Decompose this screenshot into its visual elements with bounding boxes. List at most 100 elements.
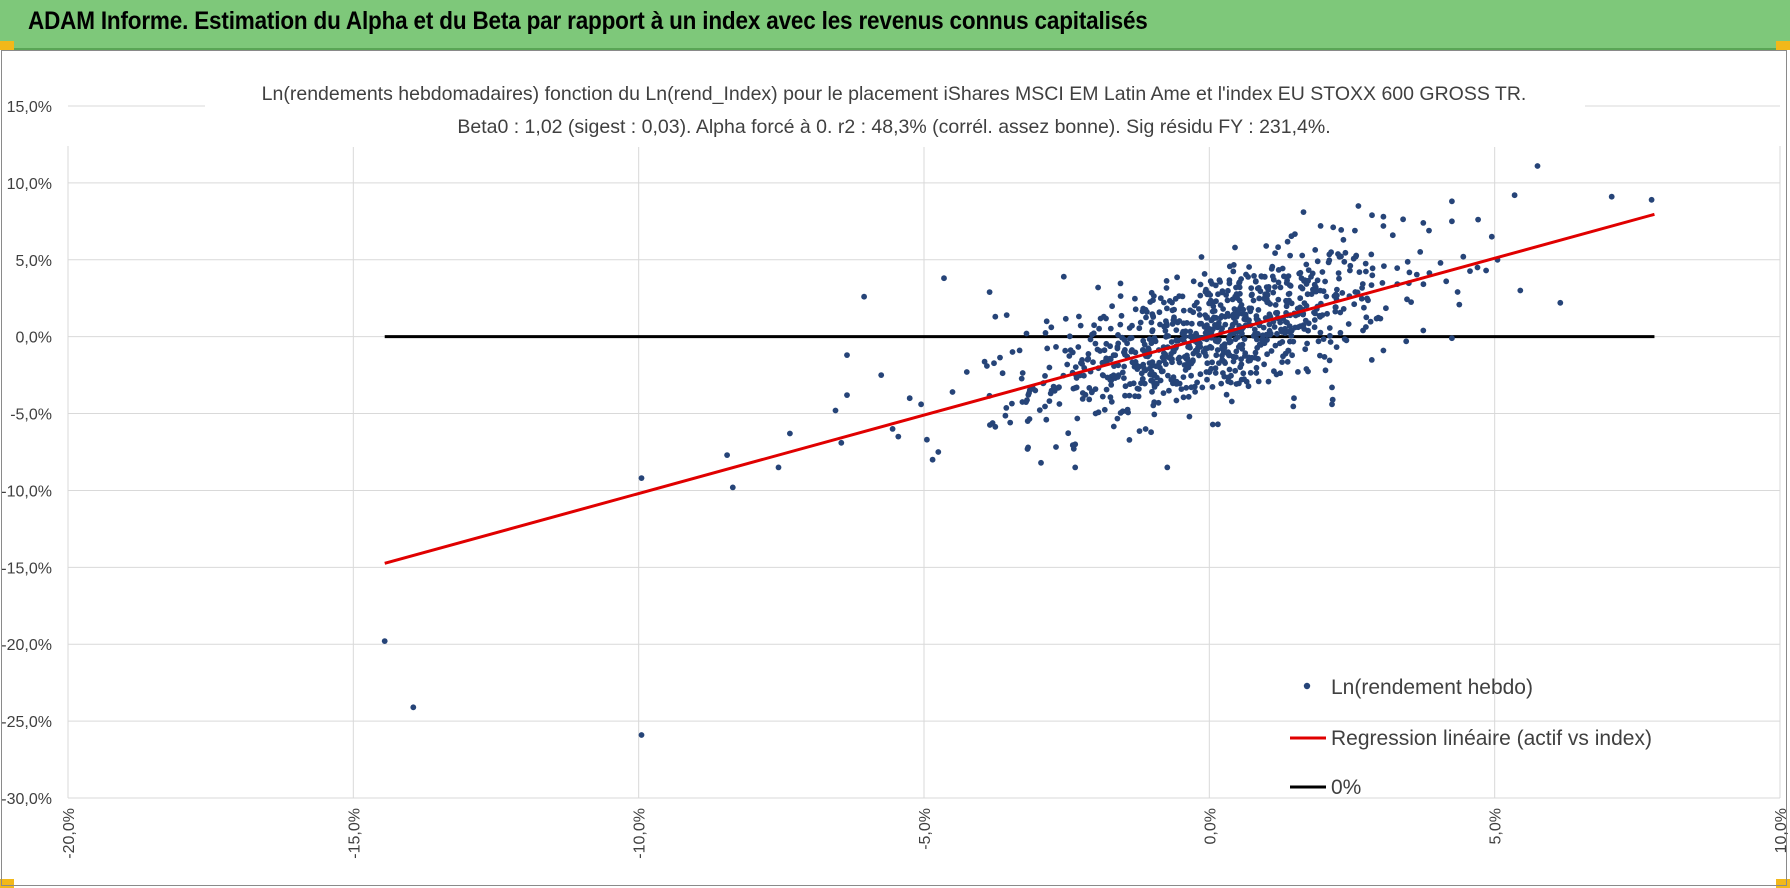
data-point	[1317, 352, 1323, 359]
data-point	[1173, 337, 1180, 344]
data-point	[1413, 271, 1420, 278]
data-point	[1132, 295, 1138, 302]
data-point	[1107, 394, 1114, 401]
corner-marker-top-right	[1776, 41, 1790, 50]
data-point	[1156, 309, 1163, 316]
data-point	[1019, 399, 1026, 405]
data-point	[1089, 331, 1095, 338]
data-point	[1187, 344, 1193, 351]
data-point	[1157, 295, 1164, 302]
data-point	[1368, 251, 1375, 258]
data-point	[1208, 344, 1215, 351]
data-point	[1420, 327, 1427, 334]
data-point	[1341, 258, 1348, 265]
data-point	[1024, 446, 1031, 452]
data-point	[1066, 333, 1073, 340]
data-point	[1326, 325, 1333, 331]
data-point	[1265, 378, 1272, 385]
data-point	[1197, 371, 1204, 378]
data-point	[1099, 372, 1106, 378]
data-point	[1275, 296, 1282, 303]
data-point	[924, 436, 930, 443]
data-point	[1339, 290, 1346, 296]
data-point	[1215, 322, 1222, 329]
data-point	[638, 732, 645, 738]
data-point	[1096, 325, 1102, 332]
data-point	[1326, 257, 1333, 264]
data-point	[1117, 410, 1124, 416]
data-point	[1227, 338, 1234, 345]
data-point	[729, 484, 736, 491]
data-point	[1175, 356, 1182, 362]
data-point	[1187, 307, 1194, 314]
data-point	[1277, 284, 1284, 291]
data-point	[1255, 285, 1262, 291]
data-point	[1511, 192, 1518, 199]
data-point	[1284, 319, 1290, 326]
data-point	[1322, 278, 1328, 285]
data-point	[1312, 247, 1319, 253]
data-point	[1305, 277, 1311, 284]
data-point	[1186, 413, 1193, 420]
data-point	[1198, 254, 1205, 260]
data-point	[1188, 320, 1195, 327]
data-point	[1150, 378, 1156, 385]
data-point	[1170, 317, 1177, 323]
data-point	[1246, 264, 1252, 270]
data-point	[1142, 426, 1149, 432]
data-point	[1261, 273, 1268, 280]
data-point	[1094, 346, 1101, 353]
data-point	[1062, 315, 1069, 322]
data-point	[1369, 212, 1375, 219]
corner-marker-bottom-left	[0, 879, 14, 888]
data-point	[1042, 330, 1049, 336]
data-point	[1362, 260, 1369, 267]
data-point	[1129, 322, 1135, 329]
data-point	[1117, 321, 1124, 328]
data-point	[1261, 361, 1267, 368]
y-tick-label: -5,0%	[10, 407, 52, 424]
data-point	[1364, 295, 1370, 302]
data-point	[1103, 315, 1109, 322]
data-point	[935, 449, 942, 455]
data-point	[1076, 313, 1082, 320]
data-point	[1260, 324, 1267, 331]
data-point	[1181, 354, 1188, 360]
data-point	[1285, 347, 1292, 354]
data-point	[1483, 267, 1489, 274]
data-point	[1140, 305, 1147, 312]
data-point	[1270, 289, 1277, 296]
data-point	[1297, 295, 1304, 302]
data-point	[1363, 268, 1369, 275]
data-point	[1197, 344, 1204, 350]
data-point	[1291, 395, 1297, 402]
data-point	[1336, 275, 1342, 282]
data-point	[1310, 286, 1316, 293]
data-point	[1209, 421, 1216, 428]
data-point	[1046, 398, 1053, 404]
data-point	[1174, 274, 1180, 281]
data-point	[1359, 285, 1365, 291]
data-point	[1238, 356, 1244, 363]
data-point	[1118, 312, 1125, 319]
data-point	[1160, 390, 1167, 396]
data-point	[1327, 339, 1334, 345]
data-point	[1347, 267, 1353, 274]
data-point	[1243, 378, 1250, 385]
data-point	[1204, 376, 1210, 383]
data-point	[1328, 249, 1334, 256]
data-point	[1267, 330, 1274, 337]
data-point	[1212, 370, 1219, 376]
data-point	[1155, 399, 1162, 406]
data-point	[1335, 270, 1342, 276]
data-point	[1420, 281, 1427, 288]
data-point	[1271, 368, 1277, 375]
data-point	[1319, 269, 1326, 275]
data-point	[1056, 384, 1062, 391]
data-point	[1317, 223, 1324, 229]
data-point	[1340, 306, 1347, 312]
data-point	[1277, 370, 1284, 377]
x-tick-label: -5,0%	[917, 808, 934, 850]
data-point	[1263, 243, 1270, 249]
data-point	[1329, 396, 1336, 403]
